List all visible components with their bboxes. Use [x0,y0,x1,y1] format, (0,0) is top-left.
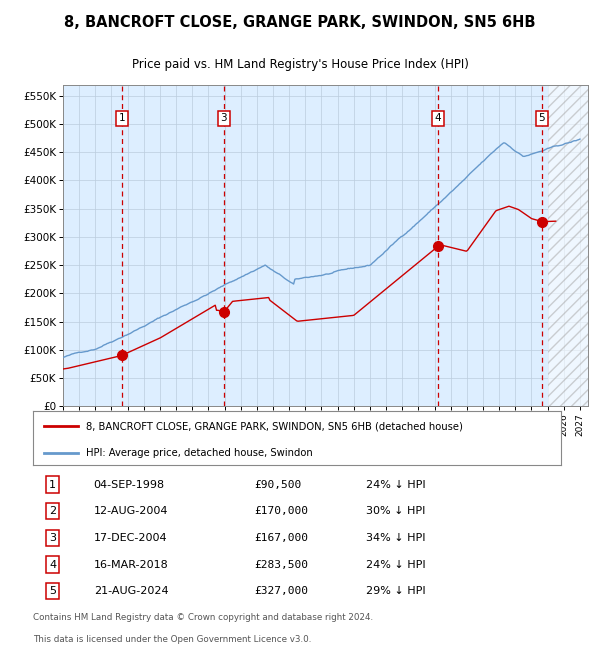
Text: 16-MAR-2018: 16-MAR-2018 [94,560,169,569]
Text: 29% ↓ HPI: 29% ↓ HPI [365,586,425,596]
Text: Price paid vs. HM Land Registry's House Price Index (HPI): Price paid vs. HM Land Registry's House … [131,58,469,71]
Text: 8, BANCROFT CLOSE, GRANGE PARK, SWINDON, SN5 6HB (detached house): 8, BANCROFT CLOSE, GRANGE PARK, SWINDON,… [86,421,463,432]
Text: 5: 5 [49,586,56,596]
Text: 2: 2 [49,506,56,516]
Text: Contains HM Land Registry data © Crown copyright and database right 2024.: Contains HM Land Registry data © Crown c… [33,613,373,622]
Text: 4: 4 [434,113,441,124]
Text: £167,000: £167,000 [255,533,309,543]
Text: £170,000: £170,000 [255,506,309,516]
Text: 17-DEC-2004: 17-DEC-2004 [94,533,167,543]
Text: This data is licensed under the Open Government Licence v3.0.: This data is licensed under the Open Gov… [33,634,311,644]
Text: £90,500: £90,500 [255,480,302,489]
Text: 21-AUG-2024: 21-AUG-2024 [94,586,169,596]
Text: 12-AUG-2004: 12-AUG-2004 [94,506,168,516]
Text: 8, BANCROFT CLOSE, GRANGE PARK, SWINDON, SN5 6HB: 8, BANCROFT CLOSE, GRANGE PARK, SWINDON,… [64,15,536,31]
Text: 30% ↓ HPI: 30% ↓ HPI [365,506,425,516]
Text: £327,000: £327,000 [255,586,309,596]
Text: 24% ↓ HPI: 24% ↓ HPI [365,480,425,489]
Text: 3: 3 [49,533,56,543]
Text: 1: 1 [119,113,125,124]
Text: HPI: Average price, detached house, Swindon: HPI: Average price, detached house, Swin… [86,448,313,458]
Bar [548,84,588,406]
Text: £283,500: £283,500 [255,560,309,569]
Text: 24% ↓ HPI: 24% ↓ HPI [365,560,425,569]
Text: 3: 3 [221,113,227,124]
Text: 1: 1 [49,480,56,489]
Text: 4: 4 [49,560,56,569]
Text: 34% ↓ HPI: 34% ↓ HPI [365,533,425,543]
Text: 5: 5 [538,113,545,124]
Text: 04-SEP-1998: 04-SEP-1998 [94,480,165,489]
